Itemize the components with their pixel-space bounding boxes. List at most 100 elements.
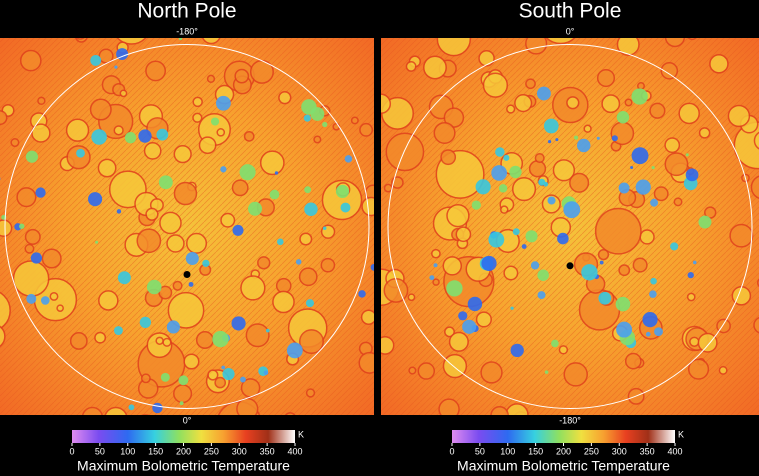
colorbar-tick-label: 150 — [148, 446, 163, 456]
cold-spot — [152, 402, 163, 414]
crater — [0, 325, 6, 348]
panel-title: North Pole — [137, 0, 236, 23]
cold-spot — [467, 296, 483, 312]
crater — [298, 267, 318, 287]
crater — [525, 38, 548, 55]
crater — [525, 78, 536, 90]
crater — [183, 353, 200, 370]
cold-spot — [128, 404, 135, 411]
cold-spot — [521, 244, 527, 249]
crater — [192, 96, 203, 108]
crater — [104, 420, 114, 430]
colorbar-tick-label: 0 — [69, 446, 74, 456]
cold-spot — [547, 139, 552, 144]
crater — [98, 48, 114, 64]
crater — [0, 219, 13, 237]
cold-spot — [240, 376, 246, 383]
crater — [145, 60, 167, 82]
cold-spot — [654, 327, 663, 337]
cold-spot — [512, 228, 520, 236]
crater — [408, 366, 417, 375]
crater — [442, 256, 463, 276]
crater — [172, 280, 183, 291]
cold-spot — [114, 65, 118, 69]
crater — [358, 351, 374, 374]
cold-spot — [210, 117, 220, 126]
cold-spot — [301, 99, 317, 115]
cold-spot — [116, 209, 122, 214]
crater — [259, 150, 285, 176]
cold-spot — [574, 135, 579, 140]
cold-spot — [577, 138, 591, 153]
crater — [257, 256, 271, 270]
crater — [195, 330, 214, 349]
colorbar-tick-label: 100 — [500, 446, 515, 456]
cold-spot — [19, 223, 25, 229]
crater — [162, 337, 172, 347]
crater — [186, 232, 208, 254]
colorbar-tick-label: 400 — [287, 446, 302, 456]
cold-spot — [212, 330, 229, 348]
crater — [431, 248, 441, 259]
cold-spot — [503, 154, 510, 161]
crater — [240, 275, 266, 301]
crater — [678, 102, 700, 125]
crater — [166, 234, 185, 253]
crater — [0, 291, 11, 330]
cold-spot — [304, 186, 312, 194]
crater — [478, 49, 495, 67]
cold-spot — [458, 311, 468, 321]
crater — [558, 345, 569, 355]
crater — [320, 257, 336, 273]
crater — [305, 388, 316, 398]
crater — [119, 89, 128, 98]
crater — [446, 203, 470, 228]
crater — [639, 229, 655, 245]
crater — [241, 24, 251, 34]
crater — [618, 264, 631, 277]
crater — [49, 292, 59, 301]
cold-spot — [543, 181, 549, 187]
crater — [216, 128, 226, 137]
cold-spot — [269, 189, 280, 200]
crater — [360, 309, 374, 326]
crater — [718, 365, 728, 375]
crater — [503, 265, 519, 281]
cold-spot — [304, 202, 318, 217]
cold-spot — [471, 200, 481, 210]
crater — [569, 172, 590, 193]
crater — [136, 228, 162, 254]
cold-spot — [543, 118, 559, 134]
cold-spot — [88, 192, 103, 207]
crater — [385, 132, 425, 172]
cold-spot — [599, 260, 604, 265]
crater — [624, 352, 642, 370]
crater — [433, 121, 456, 145]
crater — [0, 110, 8, 126]
cold-spot — [685, 153, 689, 157]
crater — [528, 160, 547, 178]
crater — [214, 376, 227, 389]
crater — [321, 179, 363, 221]
cold-spot — [598, 291, 612, 305]
crater — [272, 290, 295, 314]
colorbar-unit: K — [298, 429, 304, 439]
cold-spot — [179, 401, 184, 406]
crater — [407, 293, 416, 302]
cold-spot — [536, 86, 551, 101]
crater — [753, 131, 759, 150]
crater — [490, 406, 509, 415]
crater — [299, 232, 313, 246]
crater — [97, 158, 117, 178]
colorbar-tick-label: 250 — [204, 446, 219, 456]
cold-spot — [649, 290, 657, 298]
crater — [69, 332, 88, 350]
map-image — [381, 38, 759, 415]
crater — [113, 125, 124, 136]
pole-marker — [566, 262, 574, 270]
crater — [664, 137, 681, 154]
colorbar — [72, 430, 295, 443]
colorbar-tick-label: 250 — [584, 446, 599, 456]
pole-marker — [183, 271, 191, 278]
